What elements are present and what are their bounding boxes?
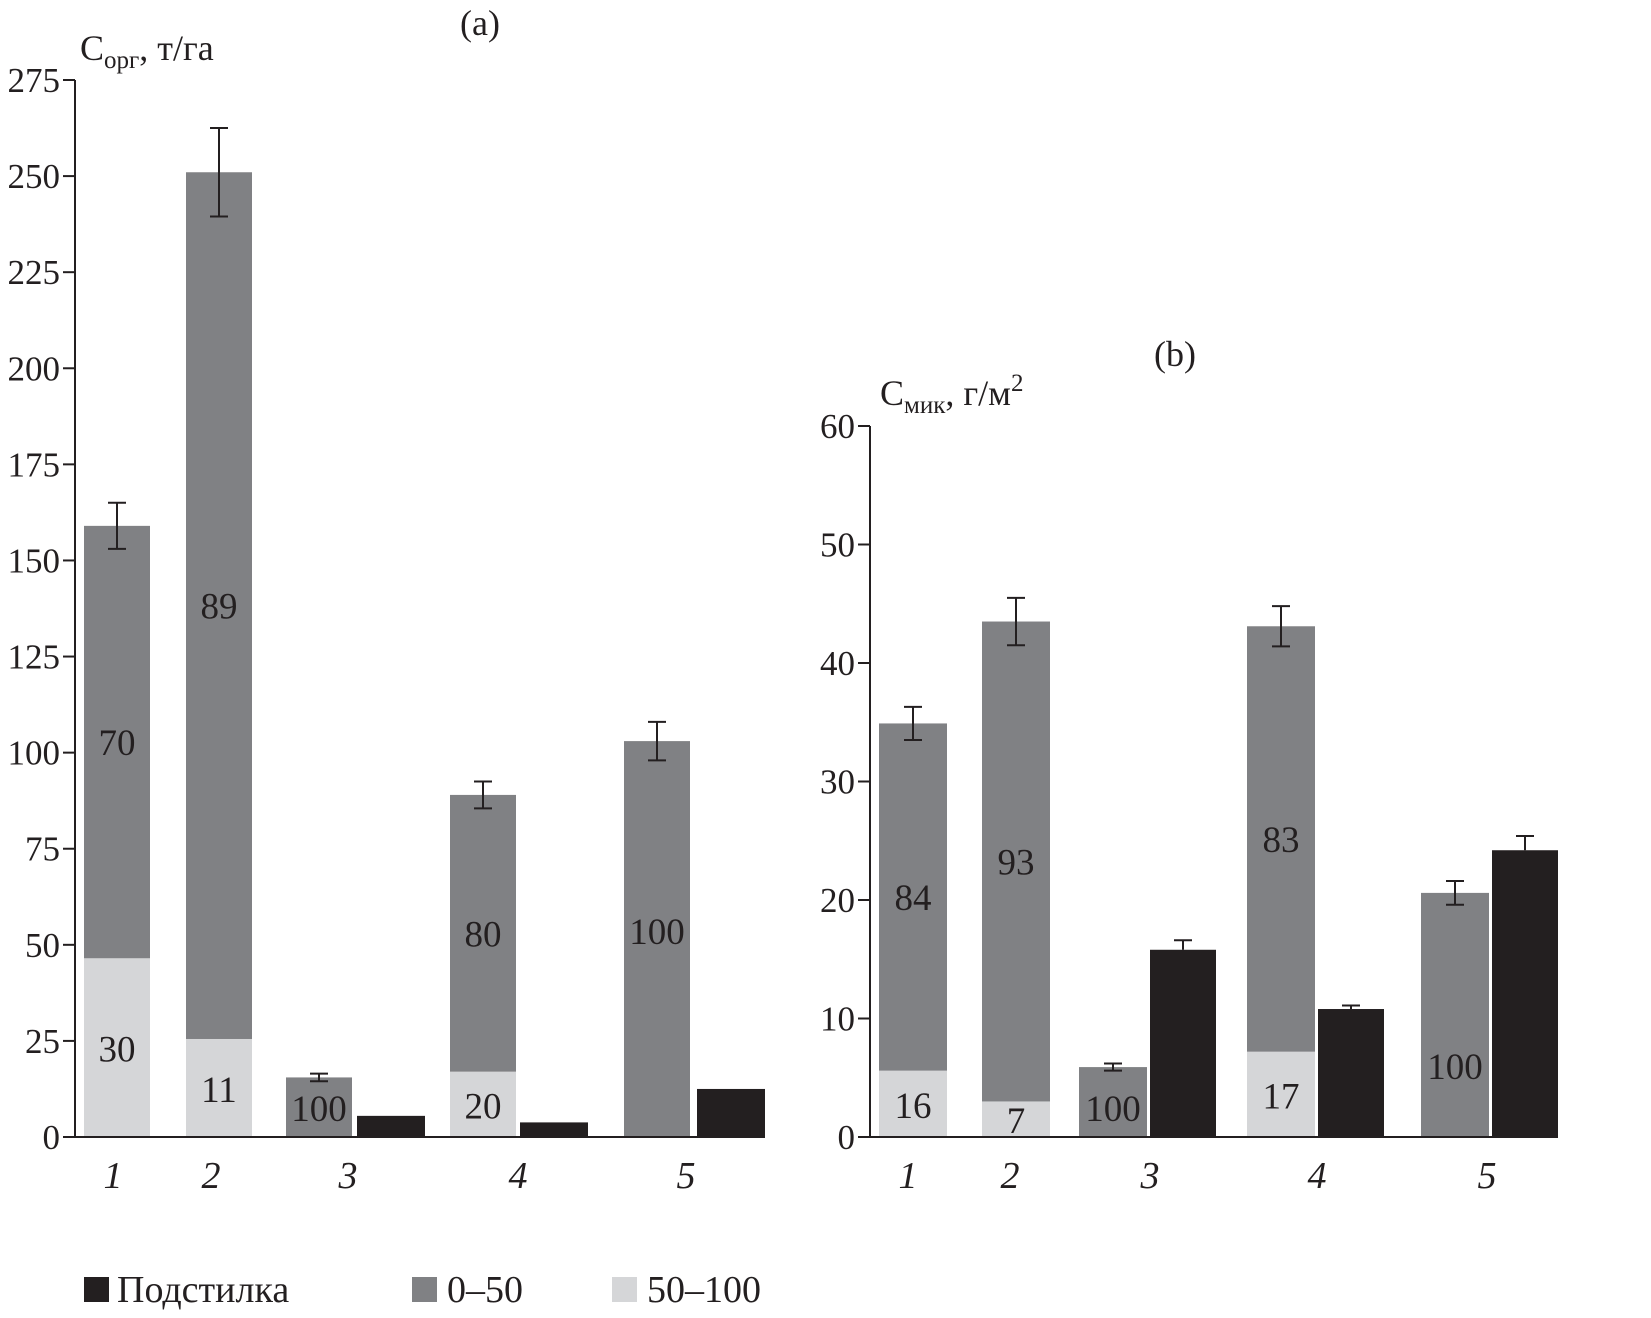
legend-swatch-litter <box>84 1277 109 1302</box>
panel-b-y-tick-label: 10 <box>820 1000 855 1039</box>
panel-b-y-tick-label: 0 <box>838 1118 856 1157</box>
panel-b-x-tick-label: 4 <box>1308 1155 1327 1197</box>
panel-a-bar-0-50 <box>186 172 252 1039</box>
legend-label-50-100: 50–100 <box>647 1269 761 1311</box>
panel-b-bar-50-100 <box>879 1070 947 1137</box>
legend-label-litter: Подстилка <box>117 1269 289 1311</box>
legend-label-0-50: 0–50 <box>447 1269 523 1311</box>
panel-a-y-tick-label: 150 <box>8 541 61 580</box>
panel-b-bar-0-50 <box>1421 892 1489 1137</box>
panel-b-bar-litter <box>1492 850 1558 1137</box>
panel-a-label-50-100: 20 <box>465 1086 502 1127</box>
panel-a-label: (a) <box>460 3 500 43</box>
panel-a-y-tick-label: 25 <box>25 1022 60 1061</box>
panel-a-label-0-50: 70 <box>99 723 136 764</box>
panel-a-x-tick-label: 1 <box>104 1155 123 1197</box>
panel-b-chart: (b) Cмик, г/м2 0 10 20 30 40 50 60 16 84 7 93 100 17 83… <box>820 334 1558 1197</box>
panel-b-label-50-100: 17 <box>1263 1076 1300 1117</box>
panel-b-label-0-50: 93 <box>998 842 1035 883</box>
panel-b-y-tick-label: 30 <box>820 763 855 802</box>
panel-a-y-tick-label: 0 <box>43 1118 61 1157</box>
panel-b-label-0-50: 100 <box>1085 1089 1141 1130</box>
panel-a-bar-litter <box>697 1088 765 1137</box>
panel-b-y-tick-label: 50 <box>820 526 855 565</box>
panel-b-bar-litter <box>1318 1009 1384 1137</box>
panel-b-bar-0-50 <box>879 723 947 1071</box>
panel-b-label-0-50: 84 <box>895 878 932 919</box>
panel-a-y-tick-label: 75 <box>25 830 60 869</box>
panel-b-y-axis-title: Cмик, г/м2 <box>880 370 1023 419</box>
panel-b-label-50-100: 7 <box>1007 1101 1026 1142</box>
panel-a-y-tick-label: 200 <box>8 349 61 388</box>
panel-a-x-tick-label: 3 <box>338 1155 358 1197</box>
panel-b-bar-0-50 <box>1079 1067 1147 1137</box>
panel-a-label-0-50: 80 <box>465 914 502 955</box>
panel-a-bar-0-50 <box>624 741 690 1137</box>
panel-b-x-tick-label: 2 <box>1001 1155 1020 1197</box>
panel-a-y-tick-label: 175 <box>8 445 61 484</box>
panel-a-x-tick-label: 4 <box>509 1155 528 1197</box>
panel-b-bar-50-100 <box>982 1101 1050 1137</box>
panel-b-bar-0-50 <box>982 621 1050 1102</box>
panel-a-bar-0-50 <box>450 794 516 1072</box>
panel-a-label-0-50: 100 <box>629 912 685 953</box>
panel-a-y-tick-label: 125 <box>8 638 61 677</box>
panel-a-label-0-50: 100 <box>291 1089 347 1130</box>
panel-a-bar-0-50 <box>286 1077 352 1137</box>
panel-a-y-tick-label: 225 <box>8 253 61 292</box>
panel-a-bar-50-100 <box>450 1071 516 1137</box>
panel-a-label-0-50: 89 <box>201 587 238 628</box>
panel-b-label-0-50: 83 <box>1263 820 1300 861</box>
panel-b-label-0-50: 100 <box>1427 1047 1483 1088</box>
panel-a-bar-50-100 <box>84 958 150 1137</box>
panel-a-bar-litter <box>357 1115 425 1137</box>
panel-b-label: (b) <box>1154 334 1196 374</box>
panel-a-bar-litter <box>520 1122 588 1137</box>
panel-b-bar-0-50 <box>1247 626 1315 1052</box>
panel-a-bar-50-100 <box>186 1038 252 1137</box>
legend: Подстилка 0–50 50–100 <box>84 1269 761 1311</box>
panel-a-y-axis-title: Cорг, т/га <box>80 28 214 74</box>
panel-b-y-tick-label: 60 <box>820 407 855 446</box>
panel-a-x-tick-label: 2 <box>202 1155 221 1197</box>
panel-b-bar-50-100 <box>1247 1051 1315 1137</box>
panel-a-bar-0-50 <box>84 525 150 959</box>
panel-a-x-tick-label: 5 <box>677 1155 696 1197</box>
panel-b-x-tick-label: 5 <box>1478 1155 1497 1197</box>
panel-a-chart: (a)Cорг, т/га025507510012515017520022525… <box>8 3 765 1197</box>
panel-a-y-tick-label: 50 <box>25 926 60 965</box>
panel-a-y-tick-label: 100 <box>8 734 61 773</box>
panel-b-y-tick-label: 20 <box>820 881 855 920</box>
panel-a-label-50-100: 30 <box>99 1030 136 1071</box>
legend-swatch-50-100 <box>612 1277 637 1302</box>
panel-b-y-tick-label: 40 <box>820 644 855 683</box>
panel-b-x-tick-label: 1 <box>899 1155 918 1197</box>
panel-b-label-50-100: 16 <box>895 1086 932 1127</box>
panel-a-label-50-100: 11 <box>201 1070 237 1111</box>
panel-b-bar-litter <box>1150 949 1216 1137</box>
panel-a-y-tick-label: 250 <box>8 157 61 196</box>
legend-swatch-0-50 <box>412 1277 437 1302</box>
panel-b-x-tick-label: 3 <box>1140 1155 1160 1197</box>
panel-a-y-tick-label: 275 <box>8 61 61 100</box>
